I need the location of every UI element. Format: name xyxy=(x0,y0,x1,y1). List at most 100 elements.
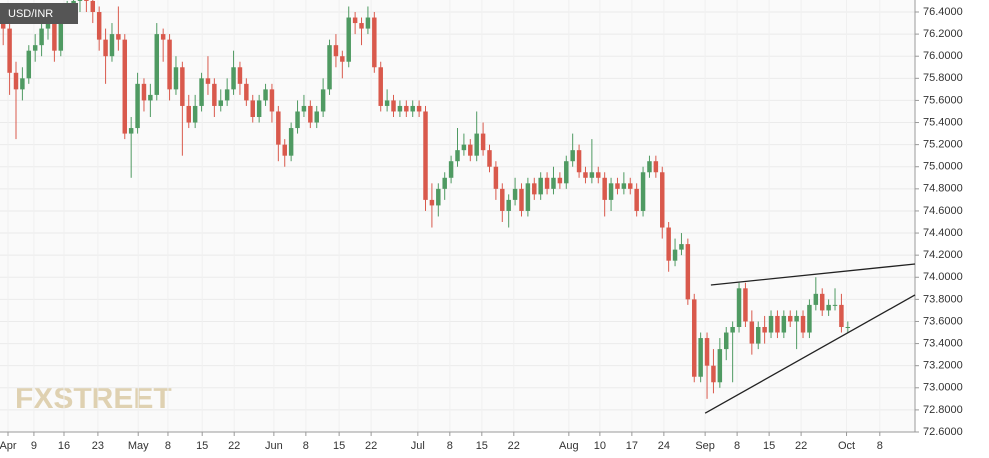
chart-title: USD/INR xyxy=(8,8,53,20)
candle-body xyxy=(525,183,531,211)
candle-body xyxy=(26,50,32,79)
x-tick-label: 15 xyxy=(333,440,345,452)
candle-body xyxy=(314,111,319,123)
x-tick-label: 22 xyxy=(508,440,520,452)
candle-body xyxy=(602,177,607,200)
candle-body xyxy=(256,100,262,117)
candle-body xyxy=(557,177,563,184)
y-tick-label: 73.4000 xyxy=(923,337,963,349)
candle-body xyxy=(122,39,128,134)
y-tick-label: 73.0000 xyxy=(923,382,963,394)
candle-body xyxy=(7,28,12,73)
candle-body xyxy=(231,67,236,90)
candle-body xyxy=(628,183,633,189)
candle-body xyxy=(512,188,518,200)
candle-body xyxy=(128,128,134,134)
candle-body xyxy=(205,78,211,84)
candle-body xyxy=(736,288,742,327)
candle-body xyxy=(724,332,729,350)
candle-body xyxy=(333,45,339,57)
candle-body xyxy=(787,315,793,322)
candle-body xyxy=(474,133,479,156)
candle-body xyxy=(653,161,659,173)
candle-body xyxy=(173,67,179,90)
candle-body xyxy=(442,177,447,189)
x-tick-label: Jul xyxy=(411,440,425,452)
candle-body xyxy=(90,0,96,12)
candle-body xyxy=(244,83,249,101)
y-tick-label: 73.2000 xyxy=(923,360,963,372)
candle-body xyxy=(832,304,838,306)
y-tick-label: 74.0000 xyxy=(923,271,963,283)
candle-body xyxy=(698,338,703,377)
candle-body xyxy=(826,304,831,311)
candle-body xyxy=(224,89,230,101)
candle-body xyxy=(192,105,198,123)
candle-body xyxy=(455,150,460,162)
candle-body xyxy=(391,100,396,112)
candle-body xyxy=(45,23,51,29)
candle-body xyxy=(634,188,639,211)
candle-body xyxy=(493,166,499,189)
candle-body xyxy=(768,315,774,333)
candle-body xyxy=(538,177,543,195)
candle-body xyxy=(845,327,851,328)
x-tick-label: 15 xyxy=(196,440,208,452)
y-tick-label: 74.4000 xyxy=(923,227,963,239)
candle-body xyxy=(397,105,403,112)
y-tick-label: 73.8000 xyxy=(923,293,963,305)
candle-body xyxy=(13,72,19,90)
candle-body xyxy=(692,299,697,377)
candle-body xyxy=(39,28,44,46)
candle-body xyxy=(564,161,569,184)
candle-body xyxy=(819,293,825,311)
candle-body xyxy=(429,199,435,206)
candle-body xyxy=(423,111,428,200)
candle-body xyxy=(180,67,185,106)
candle-body xyxy=(295,111,300,129)
candle-body xyxy=(160,34,166,40)
candle-body xyxy=(410,105,415,112)
candle-body xyxy=(679,244,684,250)
x-tick-label: Sep xyxy=(695,440,715,452)
candle-body xyxy=(199,78,204,106)
candle-body xyxy=(813,293,819,305)
x-tick-label: May xyxy=(128,440,149,452)
candle-body xyxy=(327,45,332,90)
candle-body xyxy=(103,39,108,57)
x-tick-label: Jun xyxy=(265,440,283,452)
candle-body xyxy=(666,227,671,261)
candle-body xyxy=(109,34,115,57)
candle-body xyxy=(77,0,83,1)
candle-body xyxy=(301,105,307,112)
trend-line xyxy=(710,263,916,286)
y-tick-label: 76.4000 xyxy=(923,6,963,18)
candle-body xyxy=(384,100,390,106)
candle-body xyxy=(685,244,691,300)
candle-body xyxy=(755,327,761,344)
candle-body xyxy=(58,17,64,51)
y-tick-label: 74.6000 xyxy=(923,205,963,217)
candle-body xyxy=(551,177,556,189)
candle-body xyxy=(340,56,345,62)
candle-body xyxy=(621,183,627,189)
x-tick-label: Apr xyxy=(0,440,17,452)
candle-body xyxy=(212,83,217,106)
candle-body xyxy=(615,183,620,189)
x-tick-label: 15 xyxy=(476,440,488,452)
candle-body xyxy=(167,39,172,90)
candle-body xyxy=(352,17,358,24)
candle-body xyxy=(711,365,716,383)
candle-body xyxy=(282,144,287,156)
candle-body xyxy=(436,188,441,206)
y-tick-label: 76.0000 xyxy=(923,50,963,62)
candle-body xyxy=(461,144,467,151)
x-tick-label: 8 xyxy=(303,440,309,452)
candle-body xyxy=(308,105,313,123)
x-tick-label: 23 xyxy=(92,440,104,452)
candle-body xyxy=(148,94,153,101)
candle-body xyxy=(730,327,735,333)
y-tick-label: 72.6000 xyxy=(923,426,963,438)
candle-body xyxy=(372,17,377,68)
x-tick-label: 10 xyxy=(594,440,606,452)
